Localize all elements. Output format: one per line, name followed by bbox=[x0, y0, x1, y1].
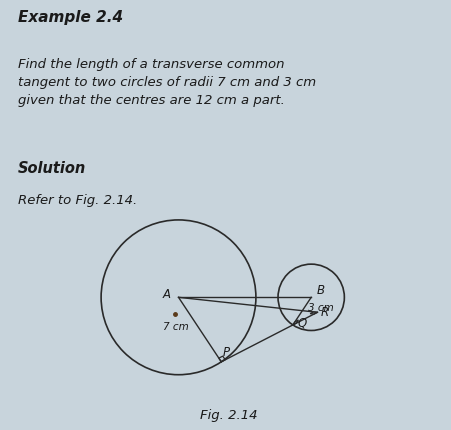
Text: Solution: Solution bbox=[18, 161, 86, 176]
Text: Fig. 2.14: Fig. 2.14 bbox=[199, 409, 257, 422]
Text: B: B bbox=[317, 284, 325, 297]
Text: 3 cm: 3 cm bbox=[308, 303, 333, 313]
Text: A: A bbox=[163, 289, 171, 301]
Text: Q: Q bbox=[297, 316, 307, 329]
Text: Refer to Fig. 2.14.: Refer to Fig. 2.14. bbox=[18, 194, 137, 207]
Text: 7 cm: 7 cm bbox=[163, 322, 189, 332]
Text: P: P bbox=[222, 346, 230, 359]
Text: Find the length of a transverse common
tangent to two circles of radii 7 cm and : Find the length of a transverse common t… bbox=[18, 58, 316, 107]
Text: Example 2.4: Example 2.4 bbox=[18, 10, 123, 25]
Text: R: R bbox=[321, 306, 329, 319]
